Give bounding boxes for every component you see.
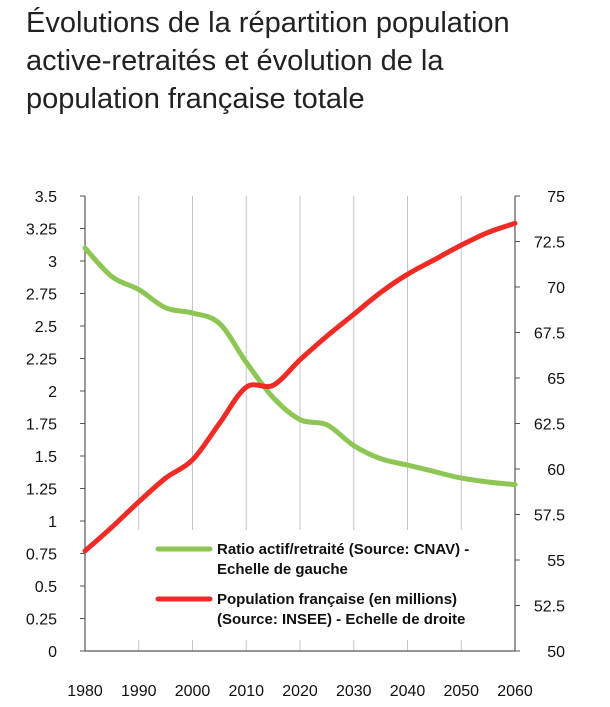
x-tick-label: 2010 [228, 683, 264, 700]
chart-title-line-3: population française totale [26, 83, 365, 115]
x-tick-label: 1990 [121, 683, 157, 700]
legend: Ratio actif/retraité (Source: CNAV) - Ech… [133, 530, 513, 640]
legend-label: Population française (en millions) [217, 591, 457, 608]
x-tick-label: 2050 [443, 683, 479, 700]
chart-title-line-1: Évolutions de la répartition population [26, 7, 510, 39]
legend-label: Ratio actif/retraité (Source: CNAV) - [217, 541, 469, 558]
left-tick-label: 1 [48, 514, 57, 531]
legend-label: Echelle de gauche [217, 561, 348, 578]
x-tick-label: 1980 [67, 683, 103, 700]
left-tick-label: 0.75 [26, 547, 57, 564]
right-tick-label: 75 [547, 189, 565, 206]
left-tick-label: 3.5 [35, 189, 57, 206]
left-tick-label: 1.25 [26, 482, 57, 499]
left-tick-label: 0 [48, 644, 57, 661]
right-tick-label: 60 [547, 462, 565, 479]
left-tick-label: 0.25 [26, 612, 57, 629]
series-line-population-francaise [82, 220, 518, 554]
left-tick-label: 3 [48, 254, 57, 271]
left-tick-label: 0.5 [35, 579, 57, 596]
right-tick-label: 70 [547, 280, 565, 297]
x-tick-label: 2030 [336, 683, 372, 700]
left-tick-label: 1.75 [26, 417, 57, 434]
right-tick-label: 65 [547, 371, 565, 388]
x-tick-label: 2000 [175, 683, 211, 700]
x-tick-label: 2060 [497, 683, 533, 700]
right-tick-label: 50 [547, 644, 565, 661]
right-tick-label: 72.5 [534, 235, 565, 252]
right-tick-label: 57.5 [534, 508, 565, 525]
left-tick-label: 2.5 [35, 319, 57, 336]
legend-label: (Source: INSEE) - Echelle de droite [217, 611, 465, 628]
right-tick-label: 52.5 [534, 599, 565, 616]
left-tick-label: 1.5 [35, 449, 57, 466]
chart-title: Évolutions de la répartition population … [26, 4, 596, 118]
left-tick-label: 2 [48, 384, 57, 401]
left-tick-label: 2.75 [26, 287, 57, 304]
right-tick-label: 67.5 [534, 326, 565, 343]
left-tick-label: 2.25 [26, 352, 57, 369]
right-tick-label: 62.5 [534, 417, 565, 434]
x-tick-label: 2020 [282, 683, 318, 700]
left-tick-label: 3.25 [26, 222, 57, 239]
series-lines [82, 220, 518, 554]
right-tick-label: 55 [547, 553, 565, 570]
axes: 0 0.25 0.5 0.75 1 1.25 1.5 1.75 2 2.25 2.5 2.75 3 3.2… [26, 189, 565, 700]
x-tick-label: 2040 [390, 683, 426, 700]
series-line-ratio-actif-retraite [82, 245, 518, 488]
chart-title-line-2: active-retraités et évolution de la [26, 45, 444, 77]
